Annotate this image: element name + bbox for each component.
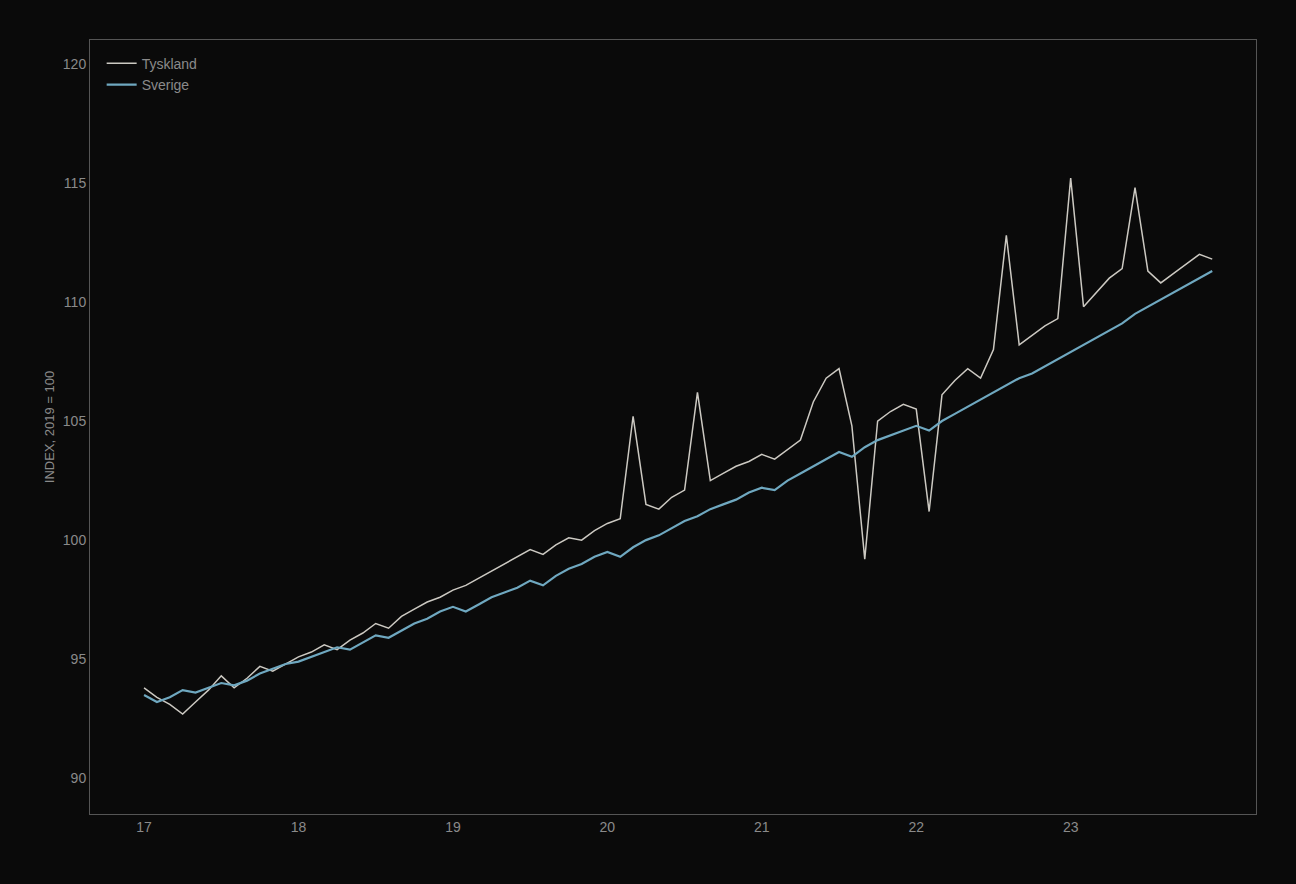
svg-text:120: 120 (63, 56, 87, 72)
svg-text:21: 21 (754, 819, 770, 835)
svg-text:Tyskland: Tyskland (142, 56, 197, 72)
svg-text:23: 23 (1063, 819, 1079, 835)
svg-text:95: 95 (71, 651, 87, 667)
svg-text:110: 110 (64, 294, 87, 310)
svg-text:Sverige: Sverige (142, 77, 190, 93)
svg-text:20: 20 (600, 819, 616, 835)
svg-text:18: 18 (291, 819, 307, 835)
svg-text:115: 115 (64, 175, 87, 191)
svg-text:17: 17 (136, 819, 152, 835)
svg-text:105: 105 (63, 413, 87, 429)
svg-text:90: 90 (71, 770, 87, 786)
svg-text:100: 100 (63, 532, 87, 548)
svg-text:INDEX, 2019 = 100: INDEX, 2019 = 100 (42, 371, 57, 483)
svg-text:19: 19 (445, 819, 461, 835)
svg-text:22: 22 (908, 819, 924, 835)
